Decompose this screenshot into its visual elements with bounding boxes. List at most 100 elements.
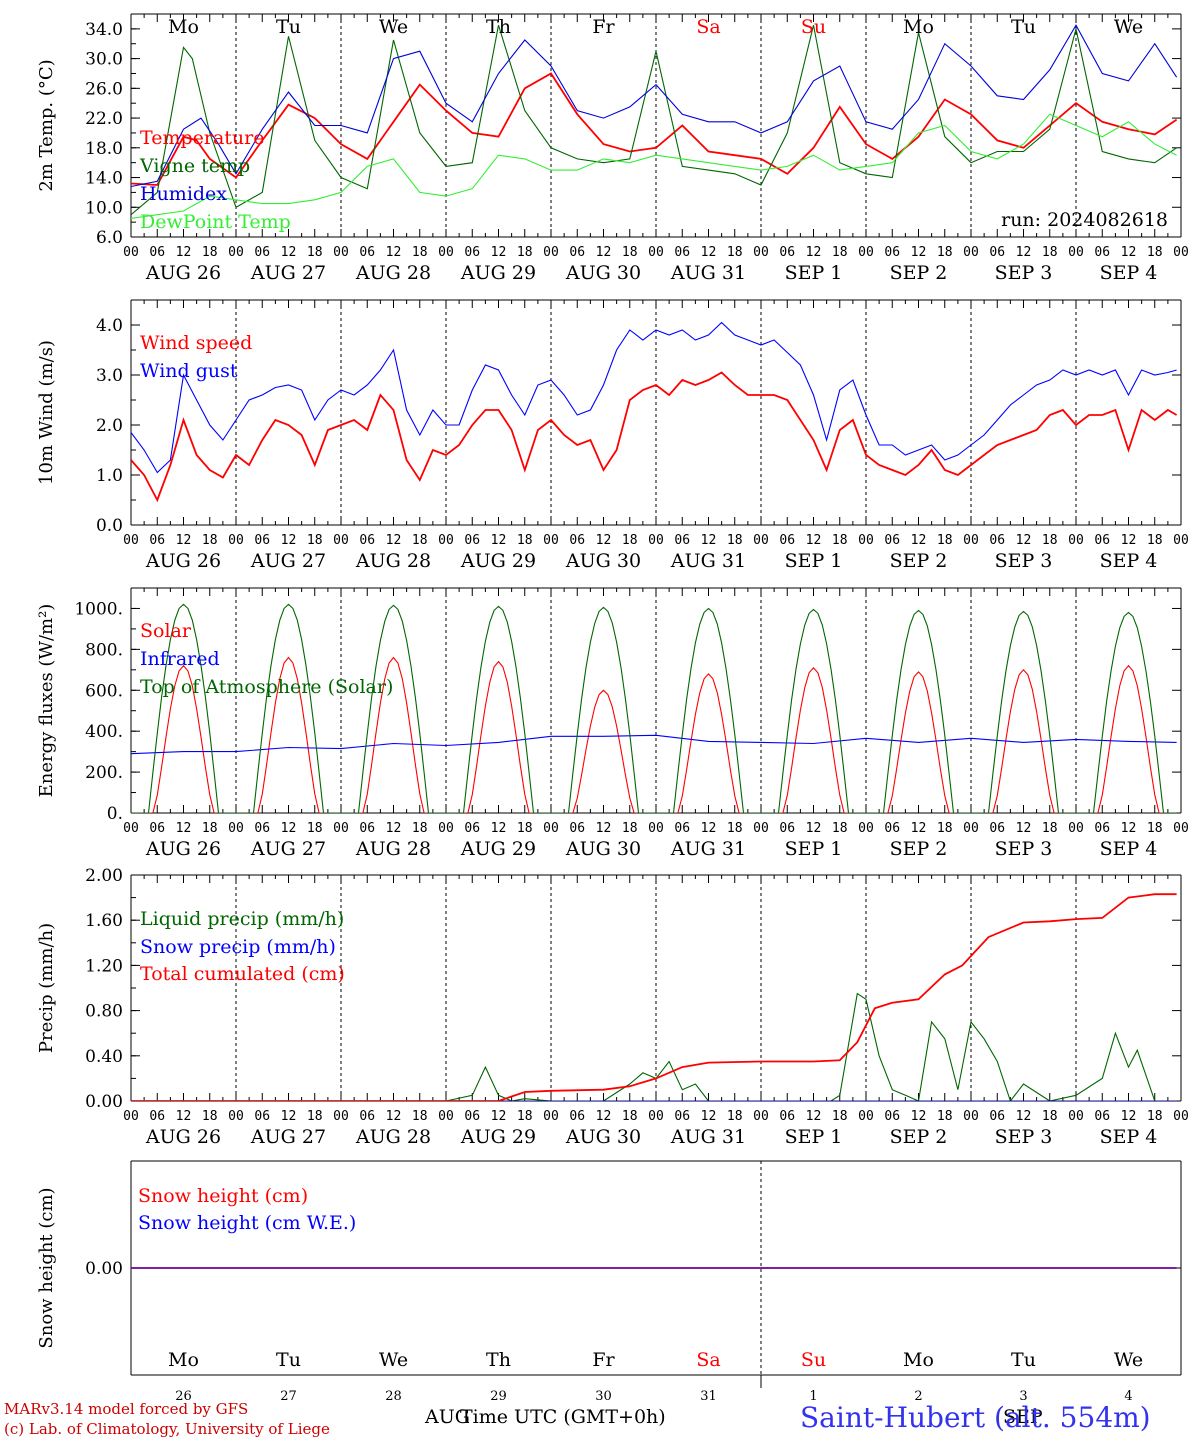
hour-label: 18 xyxy=(412,245,428,260)
date-label: AUG 31 xyxy=(670,838,746,860)
hour-label: 12 xyxy=(596,533,612,548)
hour-label: 06 xyxy=(359,821,375,836)
hour-label: 18 xyxy=(1042,245,1058,260)
date-label: SEP 3 xyxy=(995,838,1053,860)
y-tick-label: 0.00 xyxy=(85,1092,123,1112)
hour-label: 06 xyxy=(254,1109,270,1124)
hour-label: 06 xyxy=(569,245,585,260)
weekday-label: Tu xyxy=(276,1349,301,1371)
day-number: 28 xyxy=(385,1389,402,1404)
day-number: 27 xyxy=(280,1389,297,1404)
date-label: AUG 28 xyxy=(355,550,431,572)
hour-label: 18 xyxy=(832,821,848,836)
date-label: AUG 29 xyxy=(460,1126,536,1148)
hour-label: 12 xyxy=(281,245,297,260)
y-tick-label: 18.0 xyxy=(85,139,123,159)
legend-label: Total cumulated (cm) xyxy=(140,963,345,985)
date-label: AUG 30 xyxy=(565,550,641,572)
series-line-wind-gust xyxy=(131,321,1177,474)
weekday-label: We xyxy=(379,1349,408,1371)
hour-label: 18 xyxy=(517,821,533,836)
hour-label: 00 xyxy=(858,1109,874,1124)
hour-label: 00 xyxy=(963,1109,979,1124)
hour-label: 00 xyxy=(438,821,454,836)
hour-label: 12 xyxy=(176,245,192,260)
hour-label: 00 xyxy=(543,245,559,260)
hour-label: 06 xyxy=(359,533,375,548)
hour-label: 18 xyxy=(1147,821,1163,836)
series-line-vigne-temp xyxy=(131,25,1177,216)
hour-label: 06 xyxy=(779,533,795,548)
date-label: SEP 4 xyxy=(1100,838,1158,860)
series-line-infrared xyxy=(131,734,1177,755)
legend-label: Wind speed xyxy=(140,332,252,354)
hour-label: 18 xyxy=(307,1109,323,1124)
hour-label: 18 xyxy=(622,1109,638,1124)
hour-label: 06 xyxy=(674,821,690,836)
hour-label: 12 xyxy=(806,1109,822,1124)
date-label: SEP 1 xyxy=(785,550,843,572)
hour-label: 18 xyxy=(727,533,743,548)
hour-label: 12 xyxy=(1016,245,1032,260)
hour-label: 18 xyxy=(202,1109,218,1124)
hour-label: 00 xyxy=(123,821,139,836)
weekday-label: Su xyxy=(801,16,826,38)
hour-label: 06 xyxy=(464,821,480,836)
series-group xyxy=(131,603,1177,813)
date-label: AUG 26 xyxy=(145,1126,221,1148)
day-number: 31 xyxy=(700,1389,717,1404)
hour-label: 18 xyxy=(937,1109,953,1124)
x-axis-label: Time UTC (GMT+0h) xyxy=(460,1406,666,1428)
date-label: AUG 27 xyxy=(250,262,326,284)
legend-label: Temperature xyxy=(140,127,264,149)
date-label: SEP 2 xyxy=(890,1126,948,1148)
date-label: SEP 2 xyxy=(890,262,948,284)
date-label: SEP 3 xyxy=(995,550,1053,572)
legend-label: Snow height (cm) xyxy=(138,1185,308,1207)
hour-label: 00 xyxy=(1173,245,1189,260)
y-tick-label: 34.0 xyxy=(85,20,123,40)
hour-label: 18 xyxy=(937,821,953,836)
hour-label: 00 xyxy=(228,1109,244,1124)
hour-label: 12 xyxy=(386,821,402,836)
bottom-month-right: SEP xyxy=(1003,1406,1043,1428)
hour-label: 06 xyxy=(569,1109,585,1124)
hour-label: 12 xyxy=(386,1109,402,1124)
hour-label: 06 xyxy=(254,533,270,548)
date-label: SEP 1 xyxy=(785,262,843,284)
weekday-label: Tu xyxy=(1011,16,1036,38)
hour-label: 06 xyxy=(359,245,375,260)
date-label: AUG 26 xyxy=(145,262,221,284)
hour-label: 18 xyxy=(727,245,743,260)
y-tick-label: 1000. xyxy=(74,599,123,619)
hour-label: 12 xyxy=(911,821,927,836)
hour-label: 12 xyxy=(911,245,927,260)
hour-label: 00 xyxy=(753,245,769,260)
model-credit: MARv3.14 model forced by GFS xyxy=(4,1400,248,1418)
hour-label: 00 xyxy=(333,1109,349,1124)
hour-label: 00 xyxy=(1173,533,1189,548)
hour-label: 12 xyxy=(1016,533,1032,548)
hour-label: 06 xyxy=(989,245,1005,260)
hour-label: 12 xyxy=(596,821,612,836)
legend-label: Top of Atmosphere (Solar) xyxy=(140,676,393,698)
y-tick-label: 2.00 xyxy=(85,866,123,886)
date-label: AUG 28 xyxy=(355,838,431,860)
day-number: 29 xyxy=(490,1389,507,1404)
y-axis-label: Snow height (cm) xyxy=(36,1187,57,1348)
y-axis-label: Energy fluxes (W/m²) xyxy=(36,604,57,798)
date-label: SEP 2 xyxy=(890,550,948,572)
hour-label: 00 xyxy=(753,1109,769,1124)
hour-label: 00 xyxy=(543,533,559,548)
date-label: AUG 30 xyxy=(565,262,641,284)
hour-label: 12 xyxy=(176,821,192,836)
hour-label: 12 xyxy=(491,1109,507,1124)
hour-label: 18 xyxy=(1042,821,1058,836)
hour-label: 12 xyxy=(806,245,822,260)
weekday-label: Fr xyxy=(592,1349,615,1371)
y-tick-label: 1.60 xyxy=(85,911,123,931)
hour-label: 06 xyxy=(569,821,585,836)
hour-label: 06 xyxy=(464,1109,480,1124)
hour-label: 18 xyxy=(832,533,848,548)
